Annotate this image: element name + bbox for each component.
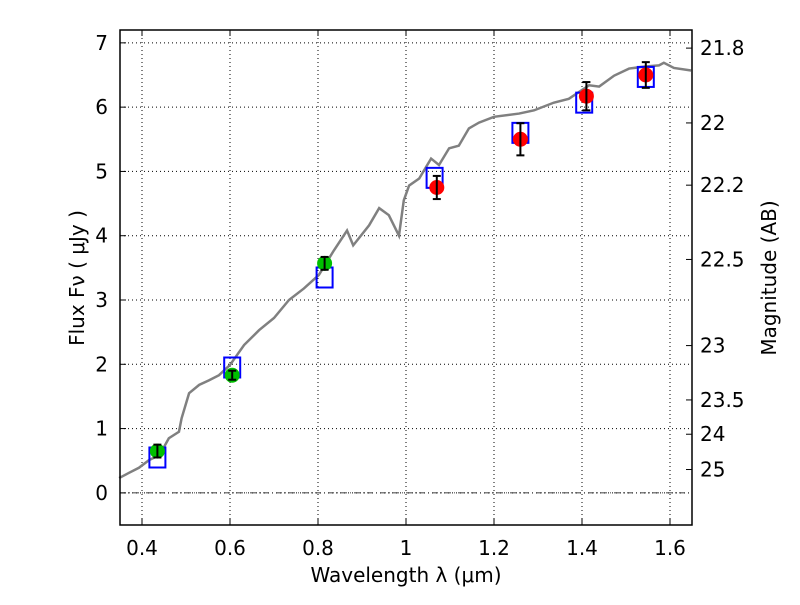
y-tick-label: 2 [95,352,108,376]
x-tick-label: 1.4 [566,536,598,560]
y-tick-label: 6 [95,95,108,119]
y-tick-label: 5 [95,159,108,183]
y2-tick-label: 24 [700,422,725,446]
x-tick-label: 1 [400,536,413,560]
x-tick-label: 1.6 [654,536,686,560]
y2-tick-label: 23.5 [700,388,745,412]
y2-tick-label: 21.8 [700,36,745,60]
x-tick-label: 1.2 [478,536,510,560]
x-axis-label: Wavelength λ (μm) [310,563,501,587]
y-tick-label: 4 [95,224,108,248]
y2-axis-label: Magnitude (AB) [757,200,781,355]
plot-area [118,61,692,480]
y-axis-label: Flux Fν ( μJy ) [65,210,89,346]
y2-tick-label: 22.5 [700,247,745,271]
y-tick-label: 7 [95,31,108,55]
y2-tick-label: 22 [700,111,725,135]
x-tick-label: 0.6 [214,536,246,560]
y2-tick-label: 25 [700,458,725,482]
y2-tick-label: 23 [700,334,725,358]
y-tick-label: 3 [95,288,108,312]
y-tick-label: 1 [95,417,108,441]
x-tick-label: 0.4 [126,536,158,560]
y2-tick-label: 22.2 [700,173,745,197]
y-tick-label: 0 [95,481,108,505]
grid [120,30,692,525]
x-tick-label: 0.8 [302,536,334,560]
spectrum-line [118,61,692,480]
